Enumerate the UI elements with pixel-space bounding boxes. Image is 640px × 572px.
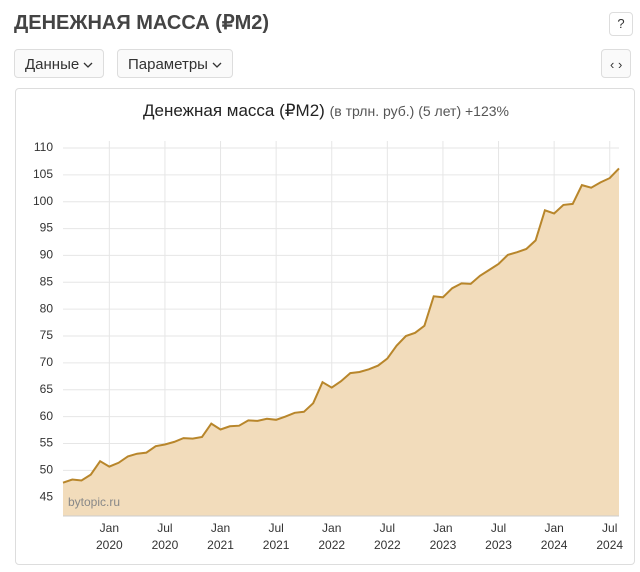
x-tick-label: Jan — [544, 521, 563, 535]
y-tick-label: 55 — [40, 436, 54, 450]
chart: 45 50 55 60 65 70 75 80 85 90 95 100 105 110 Jan 2020 Ju… — [33, 140, 623, 552]
chart-panel: Денежная масса (₽М2) (в трлн. руб.) (5 л… — [15, 88, 635, 565]
y-tick-label: 65 — [40, 382, 54, 396]
x-tick-label: 2022 — [318, 538, 345, 552]
y-tick-label: 95 — [40, 221, 54, 235]
area — [63, 168, 619, 516]
y-tick-label: 110 — [34, 140, 53, 154]
x-tick-label: Jul — [380, 521, 395, 535]
x-tick-label: Jul — [602, 521, 617, 535]
x-tick-label: 2024 — [541, 538, 568, 552]
x-tick-label: Jan — [100, 521, 119, 535]
chart-title-row: Денежная масса (₽М2) (в трлн. руб.) (5 л… — [16, 101, 636, 121]
y-tick-label: 60 — [40, 409, 54, 423]
x-tick-label: 2021 — [263, 538, 290, 552]
x-tick-label: 2020 — [96, 538, 123, 552]
y-tick-label: 100 — [33, 194, 53, 208]
y-tick-label: 50 — [40, 463, 54, 477]
y-tick-label: 70 — [40, 355, 54, 369]
y-tick-label: 85 — [40, 274, 54, 288]
x-tick-label: 2020 — [152, 538, 179, 552]
x-tick-label: Jan — [433, 521, 452, 535]
x-tick-label: Jul — [491, 521, 506, 535]
data-button[interactable]: Данные — [14, 49, 105, 78]
x-tick-label: Jul — [268, 521, 283, 535]
y-tick-label: 45 — [40, 489, 54, 503]
chart-title: Денежная масса (₽М2) — [143, 101, 325, 120]
page-title: ДЕНЕЖНАЯ МАССА (₽М2) — [14, 12, 270, 34]
x-tick-label: 2022 — [374, 538, 401, 552]
params-button[interactable]: Параметры — [117, 49, 234, 78]
x-tick-label: 2021 — [207, 538, 234, 552]
x-tick-label: Jan — [322, 521, 341, 535]
y-tick-label: 75 — [40, 328, 54, 342]
chart-subtitle: (в трлн. руб.) (5 лет) +123% — [329, 103, 509, 119]
chevron — [212, 62, 222, 68]
x-tick-label: 2023 — [430, 538, 457, 552]
watermark: bytopic.ru — [68, 495, 120, 509]
nav-button[interactable]: ‹ › — [601, 49, 632, 78]
button-label: Параметры — [128, 56, 208, 73]
help-button[interactable]: ? — [609, 12, 633, 36]
y-tick-label: 90 — [40, 248, 54, 262]
x-tick-label: Jul — [157, 521, 172, 535]
button-label: Данные — [25, 56, 80, 73]
chevron — [83, 62, 93, 68]
x-tick-label: 2023 — [485, 538, 512, 552]
y-tick-label: 105 — [33, 167, 53, 181]
x-tick-label: Jan — [211, 521, 230, 535]
x-tick-label: 2024 — [596, 538, 623, 552]
line — [62, 167, 620, 484]
y-tick-label: 80 — [40, 301, 54, 315]
